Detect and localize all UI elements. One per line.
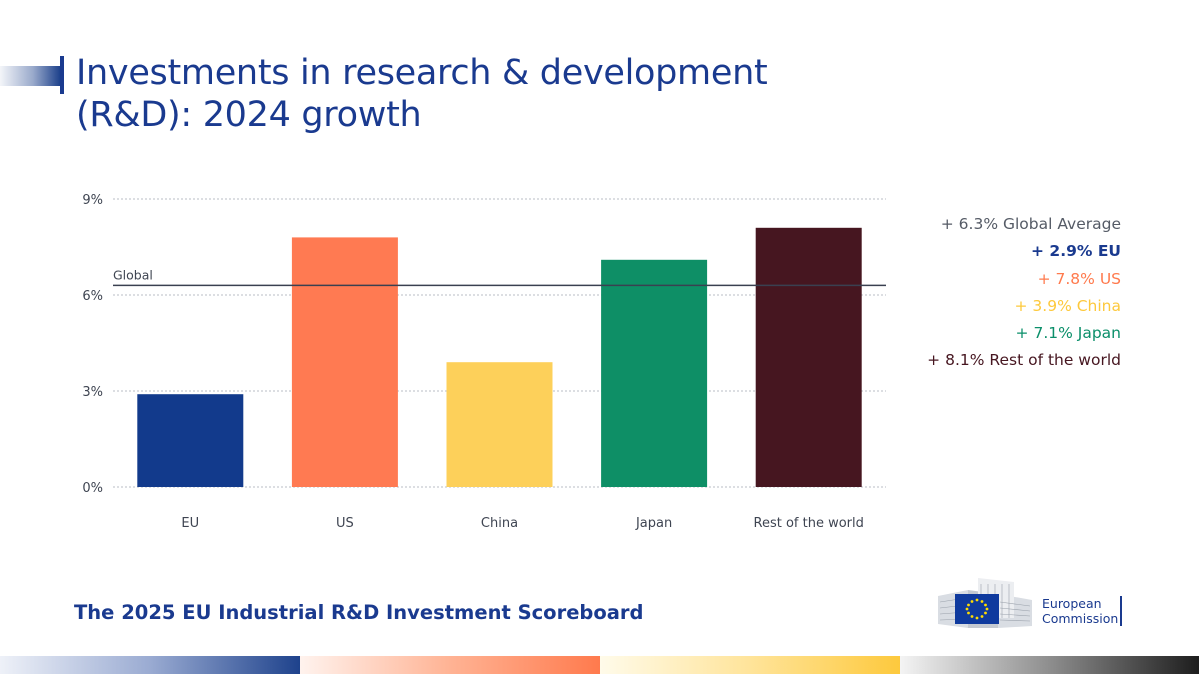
y-tick-label: 9% (82, 193, 103, 208)
bar-china (446, 362, 553, 487)
legend-item: + 8.1% Rest of the world (927, 351, 1121, 370)
legend-item: + 2.9% EU (1031, 242, 1121, 261)
page-title: Investments in research & development (R… (76, 52, 836, 136)
y-tick-label: 6% (82, 289, 103, 304)
european-commission-logo: European Commission (936, 574, 1136, 628)
legend-item: + 3.9% China (1014, 296, 1122, 315)
legend-item: + 7.8% US (1037, 269, 1121, 288)
bottom-strip-orange (300, 656, 600, 674)
logo-text: European Commission (1042, 596, 1118, 626)
y-tick-label: 3% (82, 385, 103, 400)
bar-japan (601, 259, 708, 487)
title-accent-gradient (0, 66, 60, 86)
bottom-strip-yellow (600, 656, 900, 674)
berlaymont-building-icon (938, 578, 1032, 628)
bar-eu (137, 394, 244, 487)
logo-line-2: Commission (1042, 611, 1119, 626)
global-line-label: Global (113, 267, 153, 282)
x-tick-label: Japan (635, 516, 672, 531)
title-line-1: Investments in research & development (76, 53, 768, 93)
bar-us (291, 237, 398, 487)
bottom-strip-dark (900, 656, 1199, 674)
footer-title: The 2025 EU Industrial R&D Investment Sc… (74, 601, 644, 624)
title-accent-bar (60, 56, 64, 94)
logo-divider (1120, 596, 1122, 626)
x-tick-label: China (481, 516, 518, 531)
bottom-strip-blue (0, 656, 300, 674)
x-tick-label: Rest of the world (754, 516, 864, 531)
y-tick-label: 0% (82, 481, 103, 496)
title-line-2: (R&D): 2024 growth (76, 95, 422, 135)
bar-rest-of-the-world (755, 227, 862, 488)
logo-line-1: European (1042, 596, 1102, 611)
legend-item: + 6.3% Global Average (940, 215, 1121, 233)
x-tick-label: EU (181, 516, 199, 531)
x-tick-label: US (336, 516, 354, 531)
legend-item: + 7.1% Japan (1015, 324, 1121, 343)
legend: + 6.3% Global Average + 2.9% EU + 7.8% US +… (927, 211, 1121, 375)
